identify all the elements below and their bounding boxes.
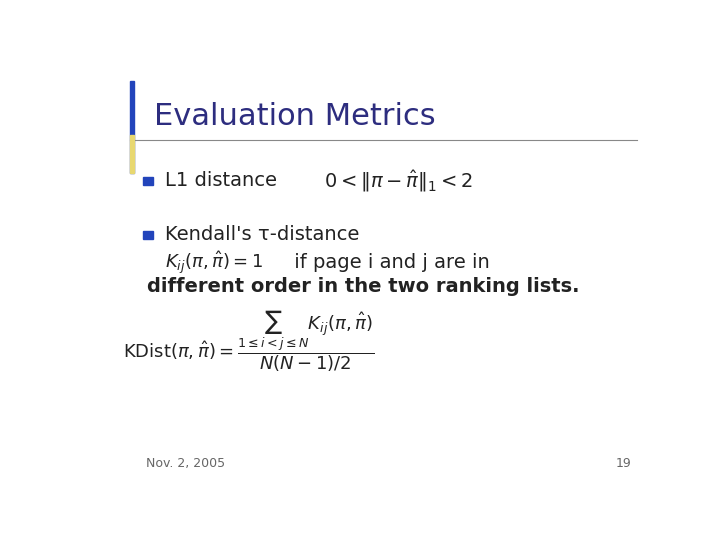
Bar [143,177,153,185]
Text: 19: 19 [616,457,631,470]
Text: Nov. 2, 2005: Nov. 2, 2005 [145,457,225,470]
Text: $0 < \|\pi - \hat{\pi}\|_1 < 2$: $0 < \|\pi - \hat{\pi}\|_1 < 2$ [324,168,473,194]
Bar [143,231,153,239]
Text: $K_{ij}(\pi, \hat{\pi}) = 1$: $K_{ij}(\pi, \hat{\pi}) = 1$ [166,249,264,276]
Text: Kendall's τ-distance: Kendall's τ-distance [166,225,360,245]
Text: if page i and j are in: if page i and j are in [288,253,490,272]
Bar [130,82,134,173]
Text: different order in the two ranking lists.: different order in the two ranking lists… [148,276,580,295]
Text: $\mathrm{KDist}(\pi, \hat{\pi}) = \dfrac{\sum_{1 \leq i < j \leq N} K_{ij}(\pi, : $\mathrm{KDist}(\pi, \hat{\pi}) = \dfrac… [123,308,374,374]
Bar [130,136,134,173]
Text: Evaluation Metrics: Evaluation Metrics [154,102,436,131]
Text: L1 distance: L1 distance [166,171,277,190]
